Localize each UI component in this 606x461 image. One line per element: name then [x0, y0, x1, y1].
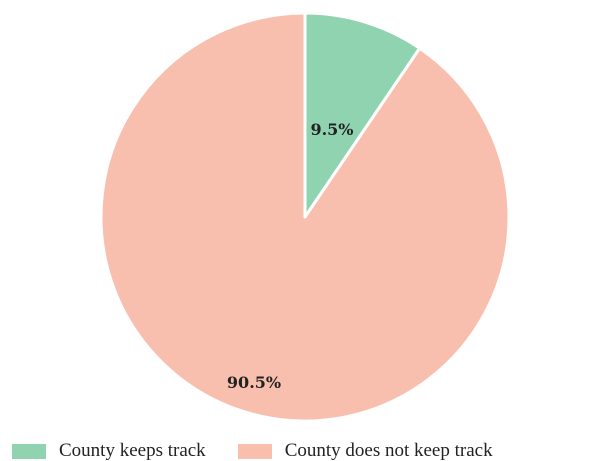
slice-label-county-does-not-keep-track: 90.5%: [227, 373, 281, 392]
slices-layer: [99, 11, 511, 423]
legend-item-county-does-not-keep-track: County does not keep track: [237, 440, 493, 461]
chart-legend: County keeps track County does not keep …: [0, 441, 606, 461]
pie-slice-county-keeps-track: [303, 11, 422, 219]
slice-labels-layer: 9.5% 90.5%: [227, 120, 354, 392]
slice-label-county-keeps-track: 9.5%: [310, 120, 353, 139]
legend-swatch-county-does-not-keep-track: [237, 443, 272, 459]
legend-item-county-keeps-track: County keeps track: [12, 441, 206, 461]
legend-swatch-county-keeps-track: [12, 443, 46, 459]
pie-slice-county-does-not-keep-track: [99, 11, 511, 423]
legend-label-county-keeps-track: County keeps track: [59, 440, 206, 461]
pie-chart-canvas: 9.5% 90.5%: [99, 11, 511, 423]
legend-label-county-does-not-keep-track: County does not keep track: [284, 440, 493, 461]
